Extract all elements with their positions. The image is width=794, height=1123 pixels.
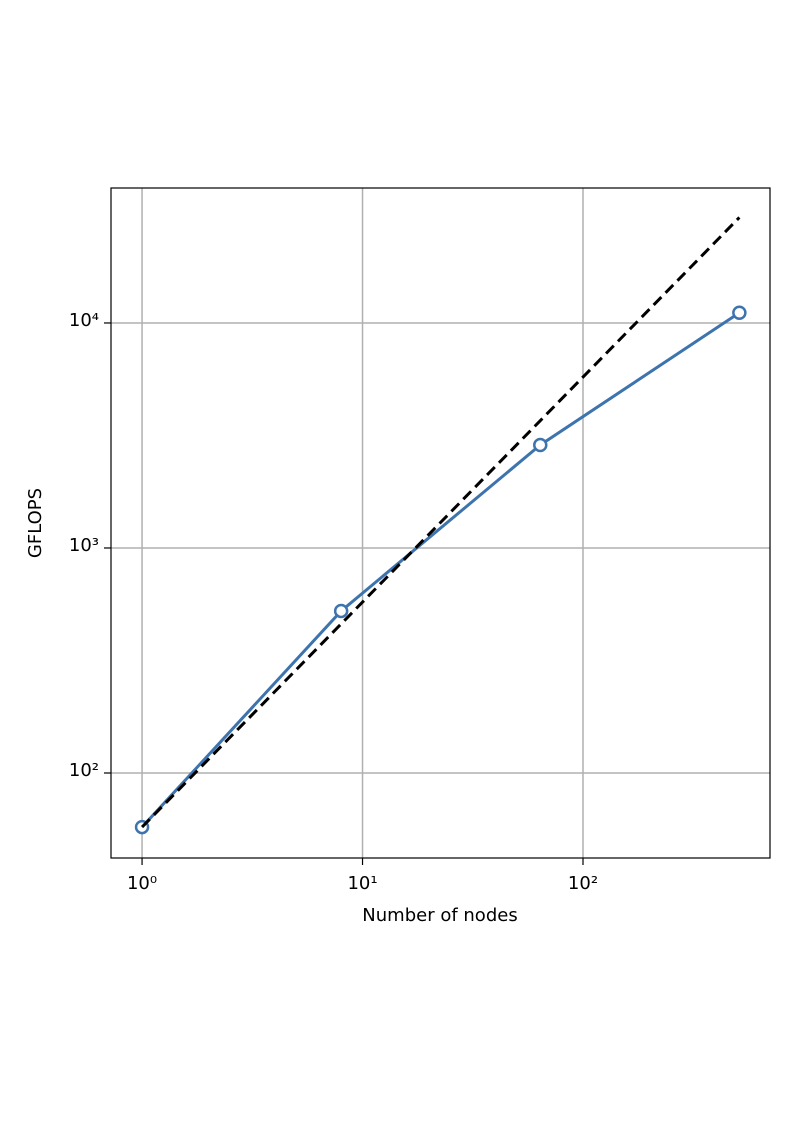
x-tick-label: 10⁰ bbox=[127, 873, 157, 894]
marker bbox=[333, 603, 349, 619]
y-tick-label: 10² bbox=[69, 760, 99, 781]
y-axis-label: GFLOPS bbox=[25, 488, 46, 558]
y-tick-label: 10⁴ bbox=[69, 310, 99, 331]
x-axis-label: Number of nodes bbox=[362, 905, 517, 926]
series-line bbox=[140, 216, 741, 829]
marker bbox=[732, 305, 747, 321]
y-tick-label: 10³ bbox=[69, 535, 99, 556]
series-line bbox=[140, 311, 741, 829]
x-tick-label: 10¹ bbox=[347, 873, 377, 894]
plot-frame bbox=[110, 187, 771, 859]
marker bbox=[533, 437, 548, 453]
x-tick-label: 10² bbox=[568, 873, 598, 894]
